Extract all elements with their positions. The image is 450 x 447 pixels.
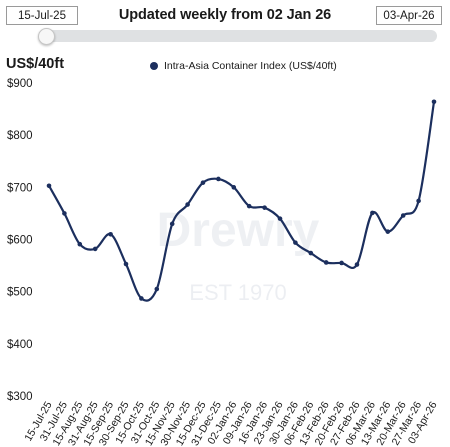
legend[interactable]: Intra-Asia Container Index (US$/40ft) [150, 60, 337, 72]
data-point[interactable] [216, 176, 221, 182]
data-point[interactable] [154, 286, 160, 292]
series-line [47, 100, 436, 302]
y-tick-label: $600 [7, 235, 33, 247]
data-point[interactable] [400, 213, 406, 218]
watermark-est: EST 1970 [189, 280, 286, 305]
date-range-start[interactable]: 15-Jul-25 [6, 6, 78, 25]
data-point[interactable] [354, 262, 360, 267]
data-point[interactable] [431, 99, 437, 105]
y-tick-label: $500 [7, 287, 33, 299]
data-point[interactable] [231, 185, 237, 190]
data-point[interactable] [200, 180, 206, 185]
data-point[interactable] [77, 241, 83, 247]
data-point[interactable] [139, 296, 144, 301]
legend-swatch [150, 62, 158, 70]
y-axis-unit-label: US$/40ft [6, 56, 65, 72]
data-point[interactable] [339, 260, 344, 266]
data-point[interactable] [262, 205, 267, 210]
data-point[interactable] [62, 211, 67, 216]
y-axis-ticks: $300 $400 $500 $600 $700 $800 $900 [7, 78, 33, 403]
data-point[interactable] [246, 203, 252, 209]
y-tick-label: $300 [7, 391, 33, 403]
series-points [46, 99, 437, 301]
data-point[interactable] [308, 250, 314, 256]
y-tick-label: $900 [7, 78, 33, 90]
data-point[interactable] [370, 210, 375, 216]
x-axis-ticks: 15-Jul-2531-Jul-2515-Aug-2531-Aug-2515-S… [22, 399, 439, 447]
slider-handle[interactable] [38, 28, 55, 45]
data-point[interactable] [169, 221, 175, 227]
data-point[interactable] [46, 183, 52, 189]
y-tick-label: $700 [7, 182, 33, 194]
legend-series-label: Intra-Asia Container Index (US$/40ft) [164, 60, 337, 72]
date-range-slider[interactable] [47, 30, 437, 42]
y-tick-label: $400 [7, 339, 33, 351]
data-point[interactable] [92, 246, 98, 252]
watermark: Drewry EST 1970 [157, 204, 320, 305]
data-point[interactable] [385, 229, 391, 234]
chart-title: Updated weekly from 02 Jan 26 [118, 7, 332, 23]
y-tick-label: $800 [7, 130, 33, 142]
data-point[interactable] [277, 216, 283, 221]
data-point[interactable] [108, 231, 113, 237]
data-point[interactable] [416, 198, 421, 204]
data-point[interactable] [293, 240, 298, 245]
watermark-brand: Drewry [157, 204, 320, 257]
data-point[interactable] [323, 260, 329, 265]
date-range-end[interactable]: 03-Apr-26 [376, 6, 442, 25]
data-point[interactable] [185, 202, 190, 207]
data-point[interactable] [123, 261, 129, 267]
